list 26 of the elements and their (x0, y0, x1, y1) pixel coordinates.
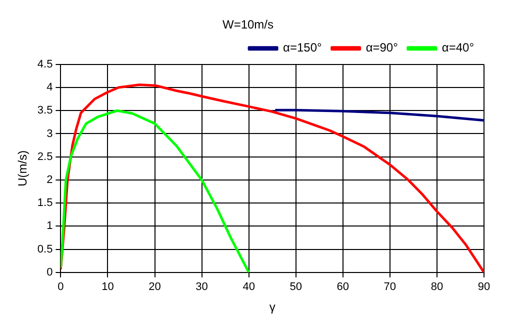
y-tick-label: 2 (46, 174, 53, 186)
x-tick-label: 20 (148, 281, 161, 294)
x-tick-label: 70 (384, 281, 396, 294)
legend-label: α=90° (366, 40, 398, 55)
x-tick-label: 10 (102, 281, 114, 294)
x-tick-label: 0 (58, 281, 64, 294)
x-tick-label: 80 (430, 281, 444, 294)
y-tick-label: 0.5 (37, 243, 53, 256)
chart-title: W=10m/s (222, 18, 274, 32)
x-tick-label: 40 (242, 281, 255, 294)
y-tick-label: 4.5 (37, 58, 53, 70)
x-axis-title: γ (269, 300, 276, 314)
y-tick-label: 1.5 (37, 197, 53, 210)
y-tick-label: 4 (46, 82, 53, 94)
y-axis-title: U(m/s) (16, 150, 30, 186)
y-tick-label: 2.5 (37, 150, 53, 163)
x-tick-label: 60 (336, 281, 350, 294)
y-tick-label: 3.5 (37, 104, 53, 117)
x-tick-label: 50 (290, 281, 302, 294)
y-tick-label: 3 (46, 128, 53, 140)
y-tick-label: 0 (46, 266, 53, 278)
legend-label: α=150° (283, 40, 322, 55)
y-tick-label: 1 (46, 220, 53, 232)
legend-label: α=40° (442, 40, 474, 55)
x-tick-label: 30 (196, 281, 208, 294)
x-tick-label: 90 (478, 281, 490, 294)
